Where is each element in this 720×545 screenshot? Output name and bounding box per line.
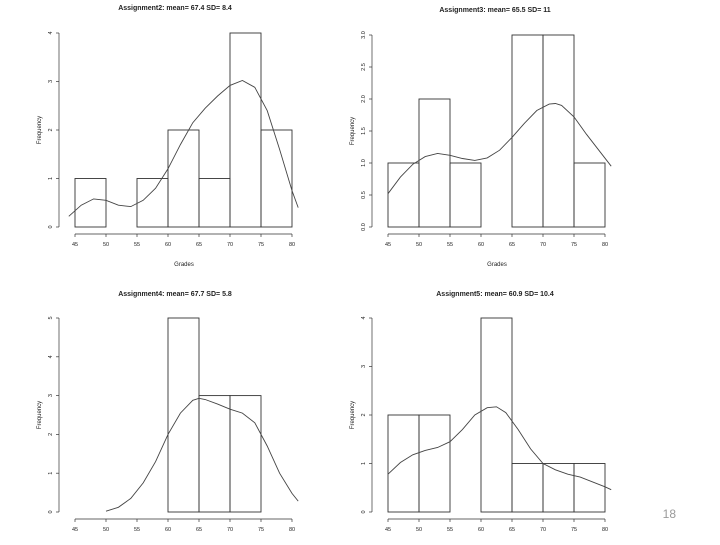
y-axis-label: Frequency <box>37 401 43 429</box>
slide-number: 18 <box>662 507 676 521</box>
chart-title: Assignment5: mean= 60.9 SD= 10.4 <box>436 291 554 298</box>
y-tick-label: 0.5 <box>361 191 367 199</box>
y-tick-label: 3.0 <box>361 31 367 39</box>
x-tick-label: 80 <box>289 527 295 533</box>
histogram-bar <box>387 162 420 228</box>
chart-title: Assignment2: mean= 67.4 SD= 8.4 <box>118 5 232 12</box>
chart-panel-3: Assignment4: mean= 67.7 SD= 5.845 50 55 60 6… <box>37 291 299 533</box>
x-tick-label: 65 <box>196 242 202 248</box>
histogram-bar <box>480 317 513 513</box>
x-tick-label: 45 <box>72 242 78 248</box>
x-axis-label: Grades <box>487 262 507 268</box>
histogram-bar <box>167 129 200 228</box>
x-tick-label: 60 <box>478 527 484 533</box>
x-tick-label: 70 <box>227 527 233 533</box>
chart-panel-1: Assignment2: mean= 67.4 SD= 8.4 45 50 55 60 6… <box>37 5 299 268</box>
y-tick-label: 1.0 <box>361 159 367 167</box>
x-tick-label: 45 <box>72 527 78 533</box>
chart-title: Assignment3: mean= 65.5 SD= 11 <box>439 7 550 14</box>
density-curve <box>387 406 612 491</box>
y-axis-label: Frequency <box>37 116 43 144</box>
x-tick-label: 50 <box>416 527 422 533</box>
x-tick-label: 50 <box>416 242 422 248</box>
y-tick-label: 2 <box>361 413 367 416</box>
y-tick-label: 2 <box>48 128 54 131</box>
y-axis-label: Frequency <box>350 401 356 429</box>
x-tick-label: 50 <box>103 527 109 533</box>
x-tick-label: 60 <box>478 242 484 248</box>
x-tick-label: 80 <box>602 242 608 248</box>
density-curve <box>105 397 299 512</box>
y-tick-label: 0.0 <box>361 223 367 231</box>
x-tick-label: 65 <box>509 242 515 248</box>
histogram-bar <box>542 34 575 228</box>
density-curve <box>68 80 299 217</box>
y-tick-label: 2 <box>48 433 54 436</box>
histogram-bar <box>167 317 200 513</box>
y-axis-label: Frequency <box>350 117 356 145</box>
histogram-bar <box>418 98 451 228</box>
y-tick-label: 2.0 <box>361 95 367 103</box>
y-tick-label: 3 <box>48 80 54 83</box>
y-tick-label: 1.5 <box>361 127 367 135</box>
x-tick-label: 70 <box>540 242 546 248</box>
histogram-bar <box>260 129 293 228</box>
histogram-bar <box>229 395 262 513</box>
chart-panel-2: Assignment3: mean= 65.5 SD= 11 45 50 55 60 65… <box>350 7 612 268</box>
density-curve <box>387 103 612 194</box>
histogram-bar <box>418 414 451 513</box>
histogram-bar <box>198 178 231 228</box>
histogram-bar <box>229 32 262 228</box>
histogram-bar <box>511 34 544 228</box>
x-tick-label: 45 <box>385 242 391 248</box>
x-tick-label: 70 <box>227 242 233 248</box>
y-tick-label: 3 <box>361 365 367 368</box>
x-tick-label: 80 <box>289 242 295 248</box>
chart-panel-4: Assignment5: mean= 60.9 SD= 10.4 45 50 55 60… <box>350 291 612 533</box>
x-tick-label: 75 <box>258 527 264 533</box>
x-tick-label: 60 <box>165 242 171 248</box>
histogram-bar <box>74 178 107 228</box>
x-tick-label: 60 <box>165 527 171 533</box>
histogram-bar <box>387 414 420 513</box>
chart-title: Assignment4: mean= 67.7 SD= 5.8 <box>118 291 232 298</box>
y-tick-label: 4 <box>48 355 54 358</box>
histogram-bar <box>198 395 231 513</box>
y-tick-label: 1 <box>48 177 54 180</box>
y-tick-label: 4 <box>48 31 54 34</box>
x-tick-label: 65 <box>509 527 515 533</box>
histogram-bar <box>573 162 606 228</box>
y-tick-label: 0 <box>361 510 367 513</box>
x-tick-label: 70 <box>540 527 546 533</box>
x-tick-label: 65 <box>196 527 202 533</box>
y-tick-label: 1 <box>361 462 367 465</box>
x-tick-label: 55 <box>447 242 453 248</box>
x-tick-label: 75 <box>571 242 577 248</box>
histogram-bar <box>573 463 606 513</box>
y-tick-label: 4 <box>361 316 367 319</box>
histogram-bar <box>511 463 544 513</box>
x-tick-label: 75 <box>258 242 264 248</box>
histogram-bar <box>449 162 482 228</box>
x-tick-label: 45 <box>385 527 391 533</box>
x-axis-label: Grades <box>174 262 194 268</box>
y-tick-label: 3 <box>48 394 54 397</box>
x-tick-label: 55 <box>447 527 453 533</box>
x-tick-label: 50 <box>103 242 109 248</box>
y-tick-label: 0 <box>48 510 54 513</box>
y-tick-label: 1 <box>48 472 54 475</box>
histogram-bar <box>136 178 169 228</box>
x-tick-label: 80 <box>602 527 608 533</box>
y-tick-label: 0 <box>48 225 54 228</box>
x-tick-label: 75 <box>571 527 577 533</box>
y-tick-label: 2.5 <box>361 63 367 71</box>
x-tick-label: 55 <box>134 242 140 248</box>
y-tick-label: 5 <box>48 316 54 319</box>
x-tick-label: 55 <box>134 527 140 533</box>
